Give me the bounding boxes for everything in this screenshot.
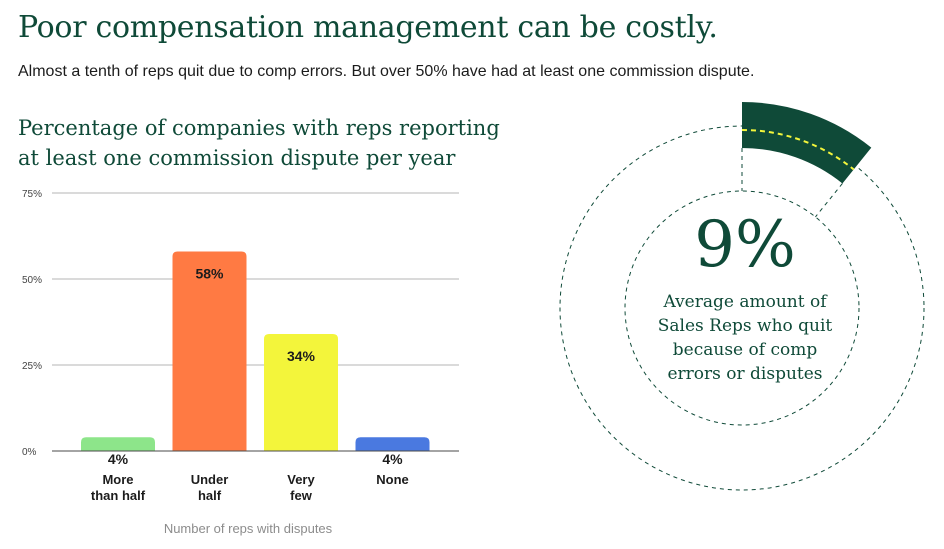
bar [172, 251, 247, 451]
ring-highlight-line [741, 129, 855, 171]
y-tick-label: 25% [22, 361, 42, 372]
chart-title: Percentage of companies with reps report… [18, 113, 500, 173]
x-tick-label: few [290, 488, 313, 503]
bar-value-label: 58% [195, 265, 224, 281]
bar [81, 437, 155, 451]
stat-value: 9% [694, 208, 796, 282]
bar [264, 334, 338, 451]
stat-caption-line-1: Average amount of [663, 292, 827, 312]
page-subtitle: Almost a tenth of reps quit due to comp … [18, 63, 755, 80]
bar-value-label: 34% [287, 348, 316, 364]
x-axis-title: Number of reps with disputes [164, 521, 333, 536]
x-tick-label: than half [91, 488, 146, 503]
stat-caption: Average amount of Sales Reps who quit be… [630, 290, 860, 386]
inner-dashed-ring [624, 190, 860, 426]
x-tick-label: half [198, 488, 222, 503]
x-tick-label: Very [287, 472, 315, 487]
bar [355, 437, 430, 451]
y-tick-label: 75% [22, 189, 42, 200]
bars [81, 251, 430, 451]
stat-caption-line-2: Sales Reps who quit [657, 316, 833, 336]
y-tick-label: 50% [22, 275, 42, 286]
chart-title-line-2: at least one commission dispute per year [18, 146, 456, 170]
chart-title-line-1: Percentage of companies with reps report… [18, 116, 500, 140]
ring-segment-connectors [741, 148, 843, 218]
x-tick-label: Under [191, 472, 229, 487]
page-title: Poor compensation management can be cost… [18, 10, 718, 45]
bar-value-label: 4% [382, 451, 403, 467]
x-tick-label: None [376, 472, 409, 487]
stat-caption-line-3: because of comp [672, 340, 818, 360]
x-tick-label: More [102, 472, 133, 487]
y-tick-label: 0% [22, 447, 37, 458]
bar-value-label: 4% [108, 451, 129, 467]
stat-caption-line-4: errors or disputes [667, 364, 823, 384]
